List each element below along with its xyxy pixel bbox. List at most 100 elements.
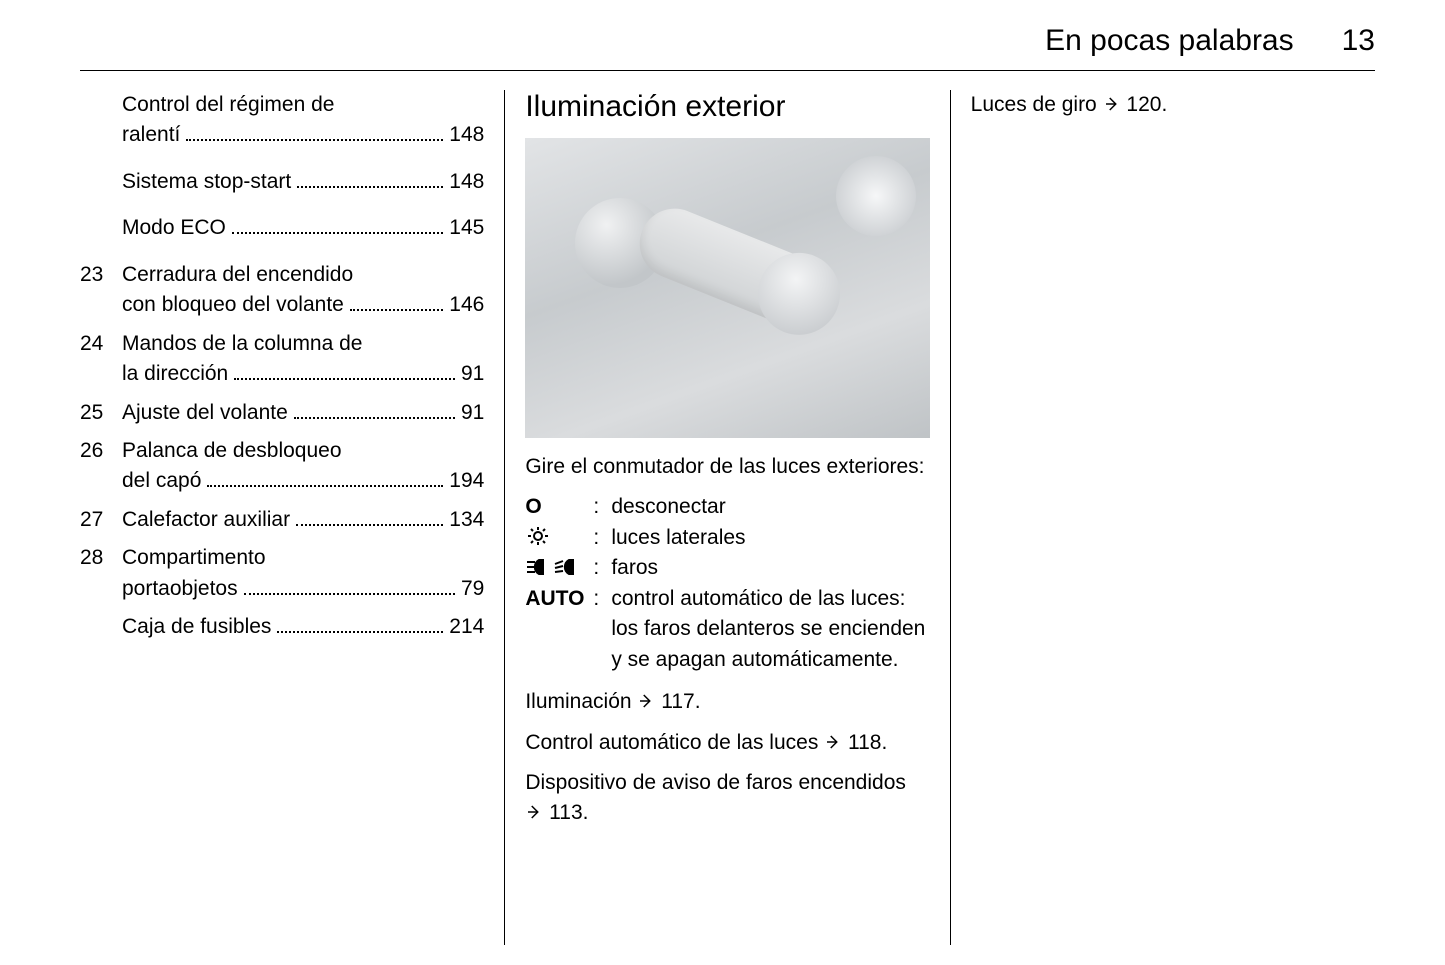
- switch-colon: :: [593, 584, 611, 614]
- ref-page: 118: [848, 731, 881, 754]
- toc-body: Ajuste del volante 91: [122, 398, 484, 428]
- toc-row: 23Cerradura del encendidocon bloqueo del…: [80, 260, 484, 321]
- toc-last-text: con bloqueo del volante: [122, 290, 344, 320]
- toc-text-line: Control del régimen de: [122, 90, 484, 120]
- manual-page: En pocas palabras 13 Control del régimen…: [0, 0, 1445, 965]
- toc-leader-dots: [297, 169, 443, 188]
- toc-leader-dots: [186, 123, 443, 142]
- ref-text-after: .: [583, 801, 589, 824]
- toc-leader-dots: [234, 361, 455, 380]
- toc-row: 25Ajuste del volante 91: [80, 398, 484, 428]
- toc-body: Calefactor auxiliar 134: [122, 505, 484, 535]
- toc-leader-dots: [277, 614, 443, 633]
- switch-row: AUTO:control automático de las luces: lo…: [525, 584, 929, 675]
- toc-body: Palanca de desbloqueodel capó194: [122, 436, 484, 497]
- toc-body: Cerradura del encendidocon bloqueo del v…: [122, 260, 484, 321]
- switch-symbol: [525, 553, 593, 583]
- ref-page: 117: [661, 690, 694, 713]
- toc-page-ref: 91: [461, 398, 484, 428]
- switch-colon: :: [593, 553, 611, 583]
- toc-page-ref: 148: [449, 167, 484, 197]
- toc-page-ref: 146: [449, 290, 484, 320]
- switch-description: control automático de las luces: los far…: [611, 584, 929, 675]
- sidelights-icon: [525, 525, 551, 547]
- toc-leader-dots: [296, 507, 443, 526]
- ref-text-before: Dispositivo de aviso de faros encen­dido…: [525, 771, 906, 794]
- toc-last-text: Caja de fusibles: [122, 612, 271, 642]
- switch-description: luces laterales: [611, 523, 929, 553]
- page-reference: Iluminación 117.: [525, 687, 929, 717]
- page-reference: Luces de giro 120.: [971, 90, 1375, 120]
- toc-last-text: Ajuste del volante: [122, 398, 288, 428]
- toc-page-ref: 145: [449, 213, 484, 243]
- switch-row: :luces laterales: [525, 523, 929, 553]
- toc-last-line: Caja de fusibles 214: [122, 612, 484, 642]
- ref-text-before: Luces de giro: [971, 93, 1103, 116]
- ref-text-before: Iluminación: [525, 690, 637, 713]
- toc-last-line: ralentí 148: [122, 120, 484, 150]
- light-switch-illustration: [525, 138, 929, 438]
- page-ref-icon: [525, 803, 543, 821]
- toc-page-ref: 214: [449, 612, 484, 642]
- toc-text-line: Compartimento: [122, 543, 484, 573]
- ref-text-after: .: [1161, 93, 1167, 116]
- toc-body: Modo ECO145: [122, 213, 484, 243]
- toc-leader-dots: [294, 400, 455, 419]
- toc-body: Control del régimen deralentí 148: [122, 90, 484, 151]
- toc-text-line: Mandos de la columna de: [122, 329, 484, 359]
- page-header: En pocas palabras 13: [80, 24, 1375, 71]
- toc-page-ref: 91: [461, 359, 484, 389]
- page-number: 13: [1342, 24, 1375, 58]
- toc-text-line: Palanca de desbloqueo: [122, 436, 484, 466]
- switch-symbol: [525, 523, 593, 553]
- toc-row: Caja de fusibles 214: [80, 612, 484, 642]
- page-ref-icon: [637, 692, 655, 710]
- toc-row: Modo ECO145: [80, 213, 484, 243]
- column-2: Iluminación exterior Gire el conmutador …: [504, 90, 950, 945]
- toc-last-line: portaobjetos79: [122, 574, 484, 604]
- col2-heading: Iluminación exterior: [525, 90, 929, 124]
- ref-text-before: Control automático de las luces: [525, 731, 824, 754]
- column-3: Luces de giro 120.: [951, 90, 1375, 945]
- toc-body: Sistema stop-start148: [122, 167, 484, 197]
- page-reference: Dispositivo de aviso de faros encen­dido…: [525, 768, 929, 829]
- toc-body: Compartimentoportaobjetos79: [122, 543, 484, 604]
- toc-last-line: del capó194: [122, 466, 484, 496]
- toc-body: Mandos de la columna dela dirección91: [122, 329, 484, 390]
- toc-number: 26: [80, 436, 122, 466]
- toc-row: 26Palanca de desbloqueodel capó194: [80, 436, 484, 497]
- toc-number: 23: [80, 260, 122, 290]
- page-reference: Control automático de las luces 118.: [525, 728, 929, 758]
- ref-page: 120: [1126, 93, 1161, 116]
- toc-body: Caja de fusibles 214: [122, 612, 484, 642]
- col2-intro: Gire el conmutador de las luces exte­rio…: [525, 452, 929, 482]
- toc-last-line: la dirección91: [122, 359, 484, 389]
- col3-references: Luces de giro 120.: [971, 90, 1375, 120]
- toc-page-ref: 134: [449, 505, 484, 535]
- toc-last-line: Ajuste del volante 91: [122, 398, 484, 428]
- switch-description: desconectar: [611, 492, 929, 522]
- column-1: Control del régimen deralentí148Sistema …: [80, 90, 504, 945]
- switch-row: O:desconectar: [525, 492, 929, 522]
- toc-last-line: Modo ECO145: [122, 213, 484, 243]
- toc-number: 28: [80, 543, 122, 573]
- toc-list: Control del régimen deralentí148Sistema …: [80, 90, 484, 643]
- toc-number: 25: [80, 398, 122, 428]
- toc-last-text: portaobjetos: [122, 574, 238, 604]
- toc-leader-dots: [244, 576, 455, 595]
- toc-last-line: Calefactor auxiliar 134: [122, 505, 484, 535]
- toc-row: 27Calefactor auxiliar134: [80, 505, 484, 535]
- toc-last-text: ralentí: [122, 120, 180, 150]
- toc-row: 24Mandos de la columna dela dirección91: [80, 329, 484, 390]
- page-ref-icon: [824, 733, 842, 751]
- toc-last-line: Sistema stop-start148: [122, 167, 484, 197]
- switch-symbol: O: [525, 492, 593, 522]
- switch-positions-table: O:desconectar:luces laterales:farosAUTO:…: [525, 492, 929, 675]
- page-ref-icon: [1103, 95, 1121, 113]
- toc-row: 28Compartimentoportaobjetos79: [80, 543, 484, 604]
- toc-page-ref: 148: [449, 120, 484, 150]
- col2-references: Iluminación 117.Control automático de la…: [525, 687, 929, 829]
- toc-last-text: Calefactor auxiliar: [122, 505, 290, 535]
- switch-description: faros: [611, 553, 929, 583]
- ref-text-after: .: [881, 731, 887, 754]
